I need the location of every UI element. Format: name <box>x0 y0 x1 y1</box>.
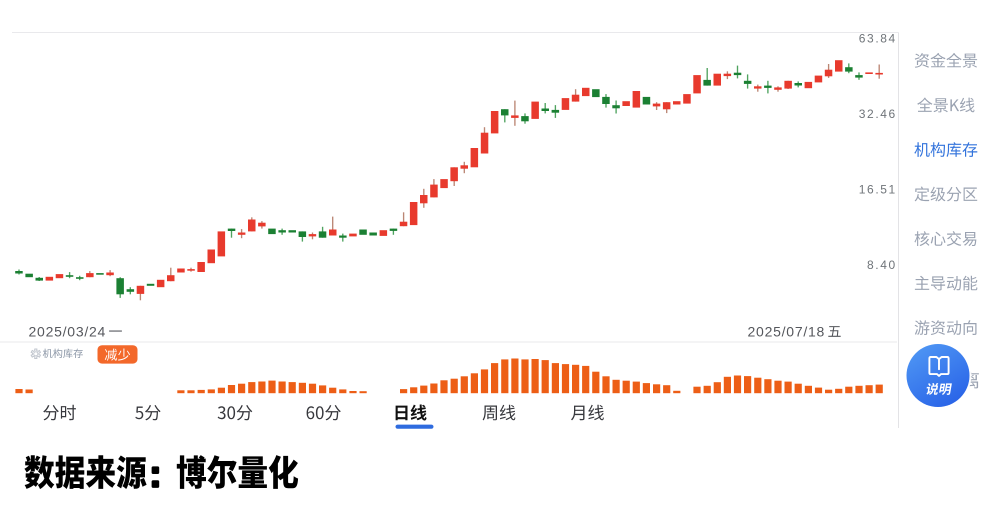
svg-text:2025/03/24: 2025/03/24 <box>29 324 107 340</box>
svg-text:8.40: 8.40 <box>867 258 897 272</box>
svg-text:16.51: 16.51 <box>859 183 897 197</box>
svg-text:2025/07/18: 2025/07/18 <box>748 324 826 340</box>
svg-text:32.46: 32.46 <box>859 107 897 121</box>
svg-text:63.84: 63.84 <box>859 32 897 46</box>
